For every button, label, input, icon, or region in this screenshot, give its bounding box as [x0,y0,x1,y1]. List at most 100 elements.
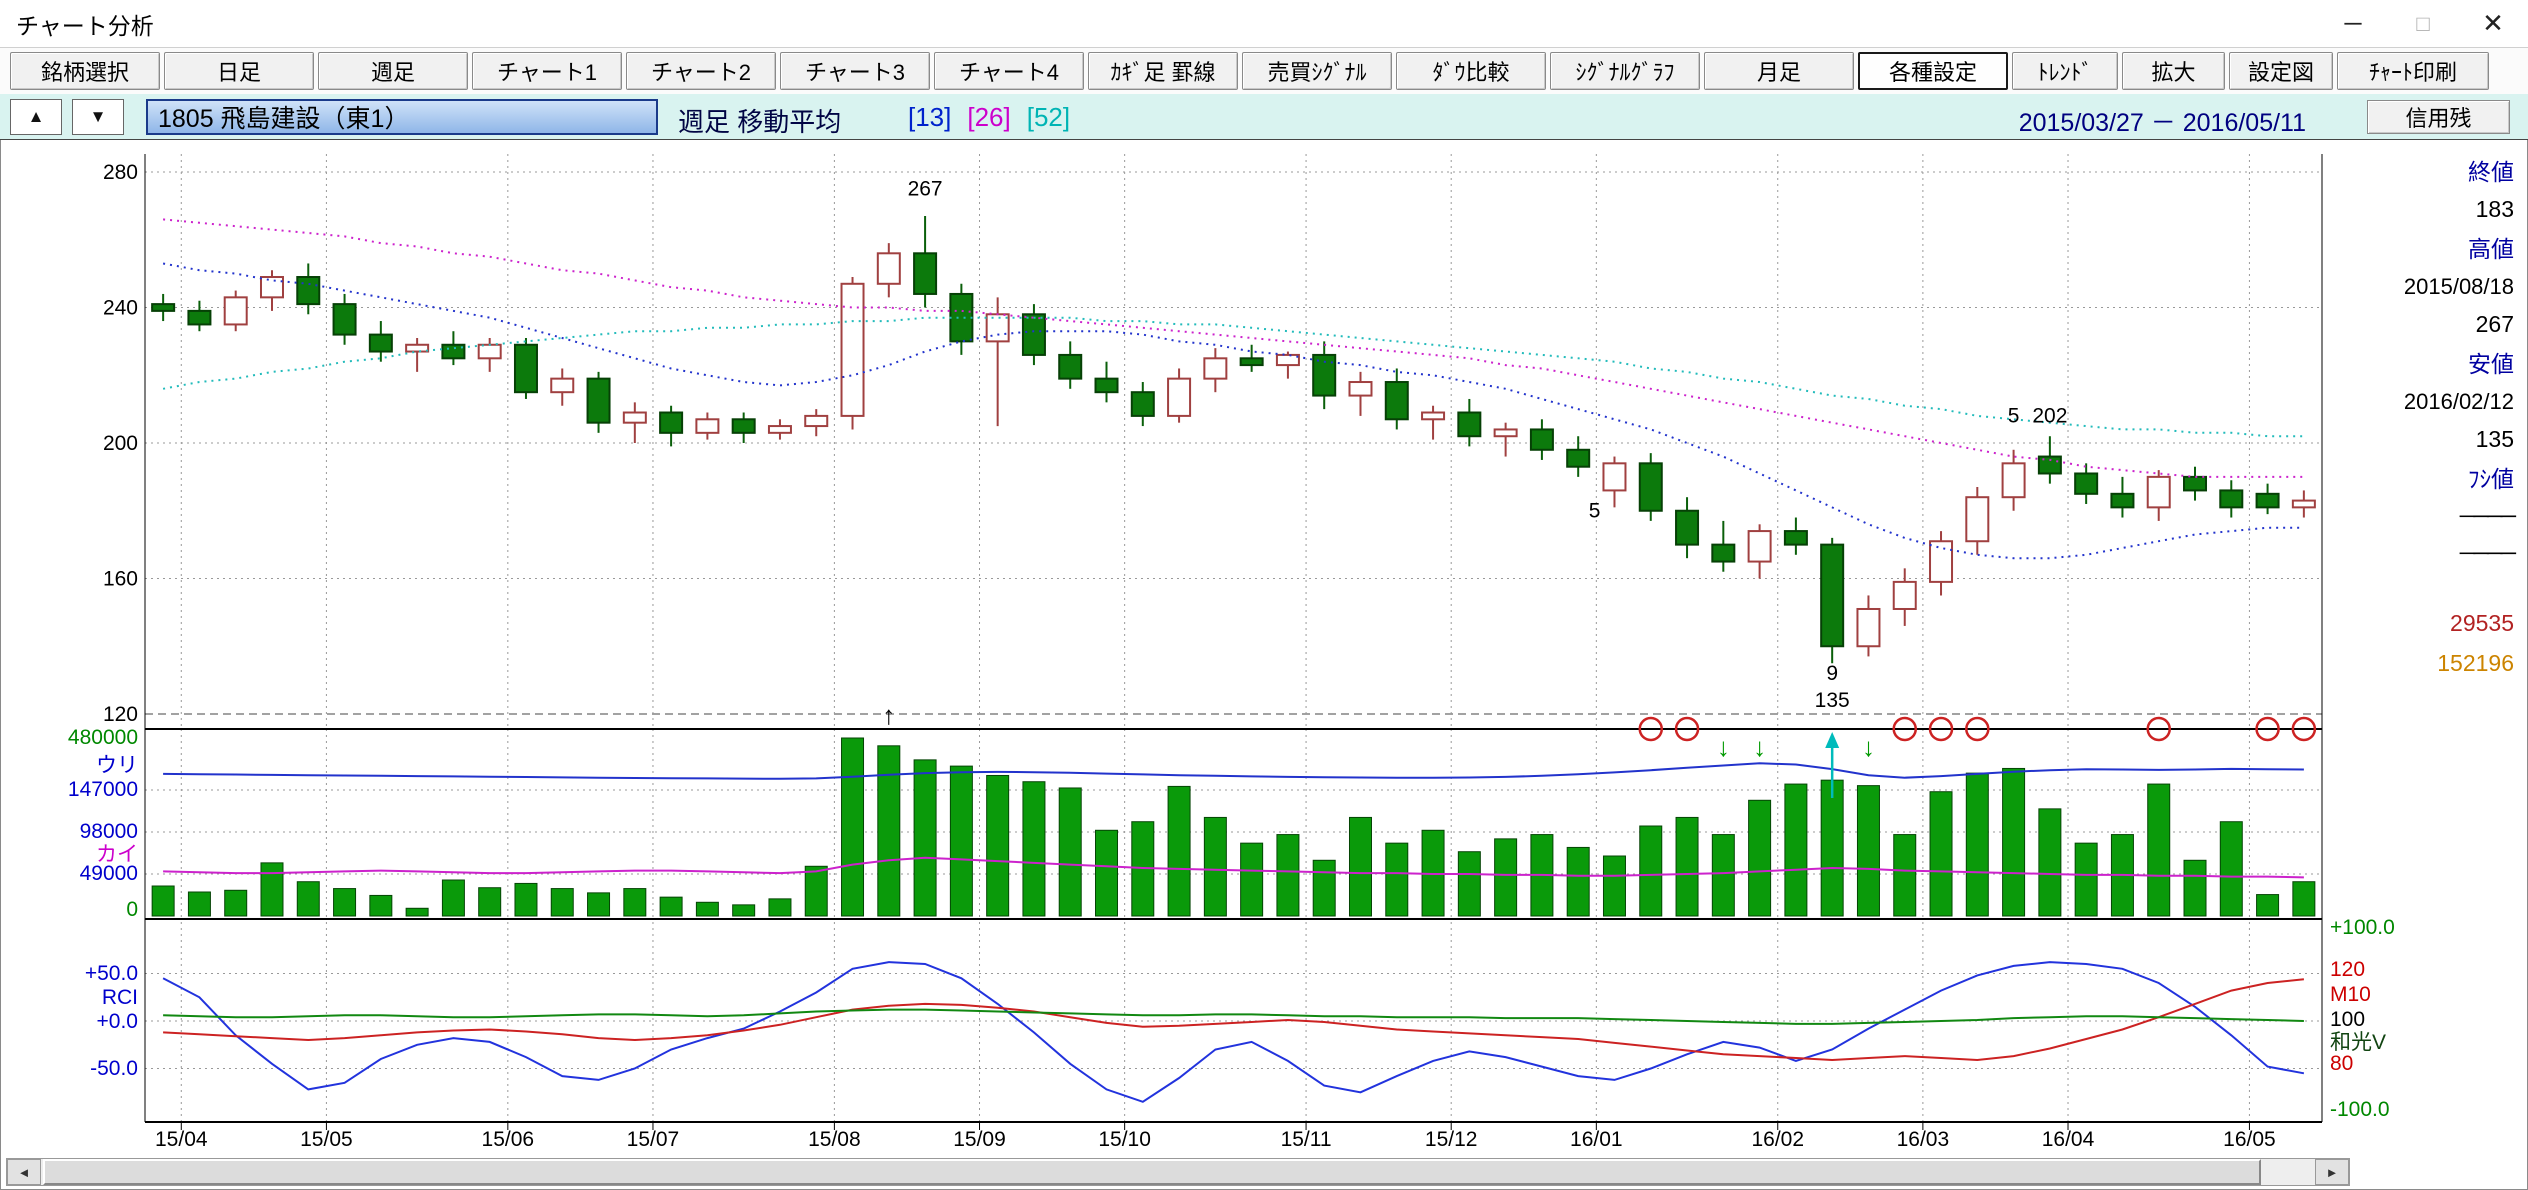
credit-balance-button[interactable]: 信用残 [2367,100,2510,134]
price-info-panel: 終値 183 高値 2015/08/18 267 安値 2016/02/12 1… [2340,140,2520,1040]
svg-text:5: 5 [1589,500,1601,523]
toolbar-button[interactable]: 拡大 [2122,52,2225,90]
svg-text:15/07: 15/07 [627,1128,680,1151]
svg-text:5: 5 [2008,405,2020,428]
minimize-button[interactable]: ─ [2344,9,2362,37]
candles [151,216,2316,664]
svg-text:202: 202 [2032,405,2067,428]
panel-borders [144,154,2323,1123]
next-stock-button[interactable]: ▼ [72,98,124,135]
svg-text:ウリ: ウリ [96,754,138,777]
svg-text:16/04: 16/04 [2042,1128,2095,1151]
toolbar-button[interactable]: チャート3 [780,52,930,90]
moving-averages [162,218,2304,560]
rci-lines [162,961,2305,1103]
low-price-label: 安値 [2468,351,2514,377]
svg-text:RCI: RCI [102,986,138,1009]
toolbar-button[interactable]: ﾁｬｰﾄ印刷 [2337,52,2489,90]
svg-text:15/08: 15/08 [808,1128,861,1151]
svg-text:49000: 49000 [80,862,138,885]
svg-text:147000: 147000 [68,778,138,801]
toolbar-button[interactable]: ﾀﾞｳ比較 [1396,52,1546,90]
svg-text:15/12: 15/12 [1425,1128,1478,1151]
svg-text:120: 120 [2330,958,2365,981]
low-price-date: 2016/02/12 [2403,389,2514,414]
svg-text:↓: ↓ [1717,732,1730,762]
high-price-value: 267 [2475,311,2514,337]
x-axis: 15/04 15/05 15/06 15/07 15/08 15/09 15/10 15/11… [155,1122,2276,1151]
svg-text:15/06: 15/06 [482,1128,535,1151]
svg-text:16/02: 16/02 [1751,1128,1804,1151]
toolbar-button[interactable]: チャート1 [472,52,622,90]
credit-buy-balance: 152196 [2437,650,2514,676]
scroll-right-button[interactable]: ► [2315,1159,2349,1185]
toolbar-button[interactable]: ﾄﾚﾝﾄﾞ [2012,52,2118,90]
svg-text:98000: 98000 [80,820,138,843]
close-button[interactable]: ✕ [2482,8,2504,38]
svg-text:100: 100 [2330,1008,2365,1031]
ma-period: [26] [967,102,1011,132]
toolbar-button[interactable]: 銘柄選択 [10,52,160,90]
close-price-value: 183 [2475,196,2514,222]
svg-text:-50.0: -50.0 [90,1057,138,1080]
svg-text:+100.0: +100.0 [2330,916,2395,939]
header-bar: ▲ ▼ 1805 飛島建設（東1） 週足 移動平均 [13] [26] [52] 2… [0,94,2528,140]
axis-labels: 280240200160120480000ウリ14700098000カイ4900… [68,161,2395,1121]
price-annotations: 267 5 5 202 9 135 [908,178,2068,713]
chart-type-label: 週足 移動平均 [678,107,842,137]
ma-period: [52] [1026,102,1071,132]
svg-text:15/04: 15/04 [155,1128,208,1151]
toolbar-button[interactable]: 週足 [318,52,468,90]
svg-text:16/05: 16/05 [2223,1128,2276,1151]
toolbar-button[interactable]: ｶｷﾞ足 罫線 [1088,52,1238,90]
stock-name-field[interactable]: 1805 飛島建設（東1） [146,99,658,135]
grid [145,154,2322,1122]
svg-text:15/11: 15/11 [1281,1128,1332,1151]
svg-text:+50.0: +50.0 [85,962,138,985]
svg-text:15/10: 15/10 [1098,1128,1151,1151]
fushi-label: ﾌｼ値 [2468,466,2514,492]
ma-period-labels: [13] [26] [52] [908,102,1086,133]
svg-text:267: 267 [908,178,943,201]
fushi-value-2: ──── [2459,540,2516,565]
toolbar-button[interactable]: 日足 [164,52,314,90]
date-range-label: 2015/03/27 － 2016/05/11 [2018,109,2306,137]
svg-text:15/09: 15/09 [953,1128,1006,1151]
toolbar-button[interactable]: 月足 [1704,52,1854,90]
toolbar-button[interactable]: 設定図 [2229,52,2333,90]
window-controls: ─ □ ✕ [2318,1,2528,47]
svg-text:480000: 480000 [68,726,138,749]
svg-text:80: 80 [2330,1052,2353,1075]
svg-text:135: 135 [1815,689,1850,712]
maximize-button[interactable]: □ [2416,10,2430,36]
credit-lines [163,762,2304,879]
scrollbar-thumb[interactable] [43,1159,2261,1185]
toolbar: 銘柄選択 日足 週足 チャート1 チャート2 チャート3 チャート4 ｶｷﾞ足 罫線 売買ｼｸﾞ… [0,48,2528,94]
toolbar-button[interactable]: 各種設定 [1858,52,2008,90]
volume-bars [151,737,2316,917]
svg-text:-100.0: -100.0 [2330,1098,2390,1121]
svg-text:160: 160 [103,568,138,591]
svg-text:↓: ↓ [1862,732,1875,762]
toolbar-button[interactable]: チャート2 [626,52,776,90]
toolbar-button[interactable]: ｼｸﾞﾅﾙｸﾞﾗﾌ [1550,52,1700,90]
svg-text:240: 240 [103,297,138,320]
svg-text:M10: M10 [2330,983,2371,1006]
svg-text:280: 280 [103,161,138,184]
toolbar-button[interactable]: 売買ｼｸﾞﾅﾙ [1242,52,1392,90]
window-title: チャート分析 [16,12,154,39]
svg-text:和光V: 和光V [2330,1031,2386,1054]
toolbar-button[interactable]: チャート4 [934,52,1084,90]
svg-text:120: 120 [103,703,138,726]
high-price-date: 2015/08/18 [2403,274,2514,299]
fushi-value-1: ──── [2459,503,2516,528]
credit-sell-balance: 29535 [2450,610,2514,636]
prev-stock-button[interactable]: ▲ [10,98,62,135]
scroll-left-button[interactable]: ◄ [7,1159,41,1185]
signal-marks: ↑ ↓ ↓ ↓ [882,700,2317,798]
high-price-label: 高値 [2468,236,2514,262]
svg-text:15/05: 15/05 [300,1128,353,1151]
svg-text:9: 9 [1826,662,1838,685]
horizontal-scrollbar[interactable]: ◄ ► [6,1158,2350,1186]
